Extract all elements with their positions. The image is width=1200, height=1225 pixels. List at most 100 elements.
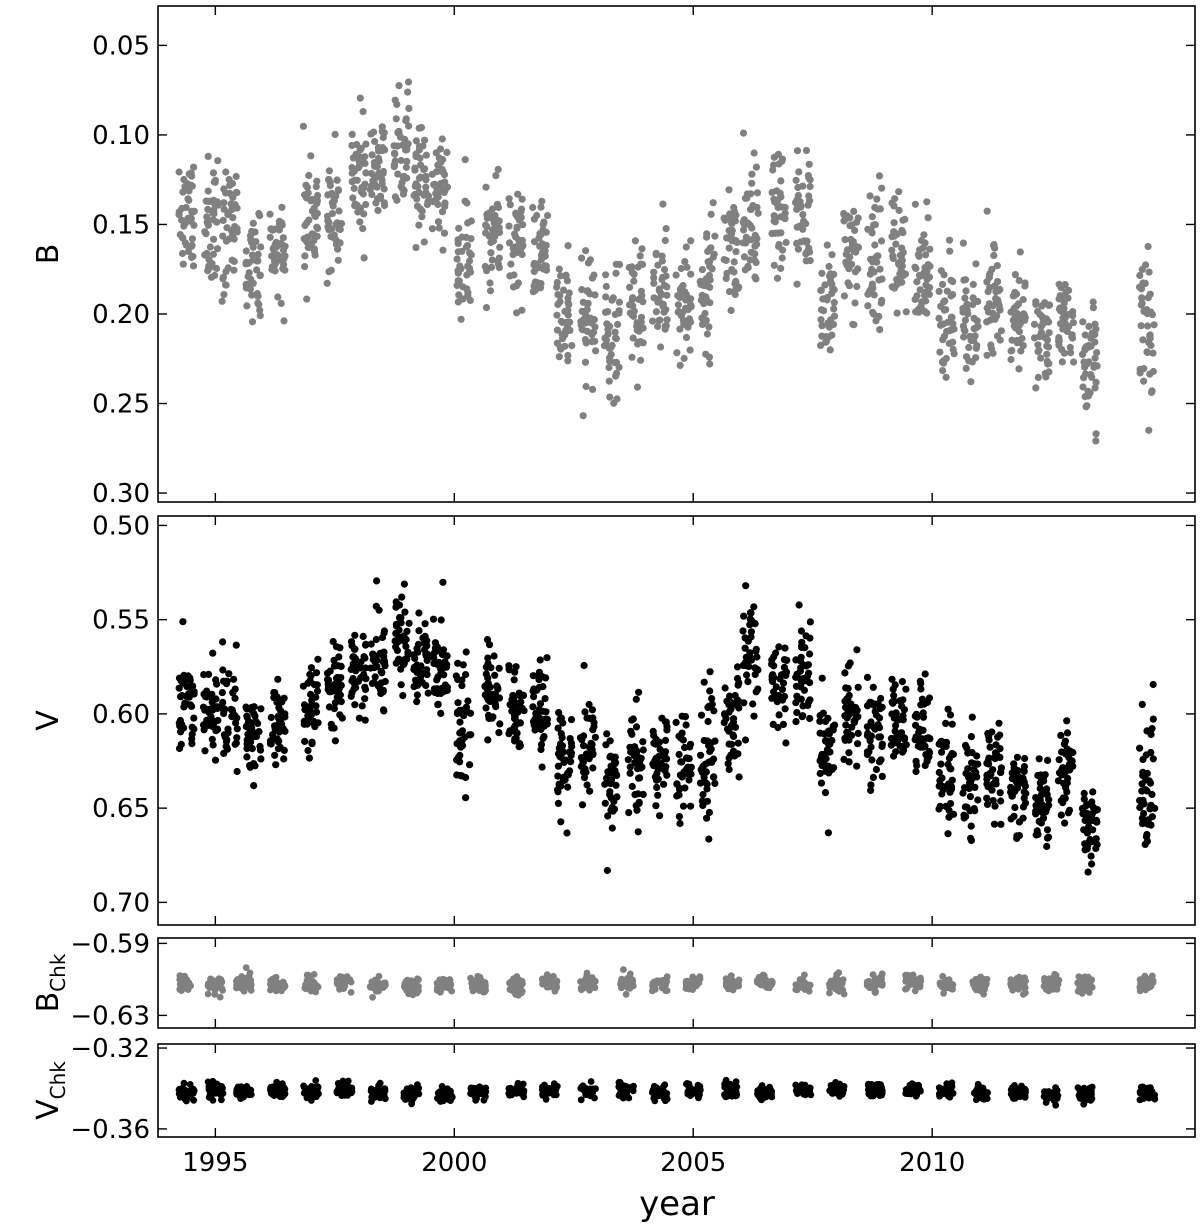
y-tick-label: 0.20 [92, 300, 150, 330]
data-point [445, 977, 453, 984]
data-point [797, 664, 805, 672]
data-point [703, 233, 711, 241]
data-point [1147, 730, 1155, 739]
data-point [348, 141, 356, 150]
data-point [744, 678, 752, 686]
data-point [721, 1080, 728, 1088]
data-point [751, 664, 759, 672]
data-point [324, 217, 332, 225]
data-point [706, 687, 714, 695]
data-point [556, 292, 564, 300]
data-point [902, 985, 909, 993]
data-point [620, 966, 627, 973]
data-point [350, 685, 358, 693]
data-point [1058, 346, 1066, 354]
data-point [1085, 358, 1093, 366]
data-point [177, 728, 185, 736]
data-point [800, 686, 809, 694]
data-point [636, 252, 644, 260]
data-point [826, 989, 833, 997]
data-point [311, 1086, 318, 1094]
data-point [220, 291, 228, 299]
data-point [935, 287, 943, 295]
data-point [1065, 286, 1073, 294]
data-point [871, 241, 879, 249]
data-point [361, 716, 369, 724]
data-point [709, 253, 717, 261]
data-point [672, 271, 680, 279]
data-point [803, 248, 811, 256]
data-point [1015, 328, 1024, 336]
data-point [1084, 801, 1092, 809]
data-point [588, 982, 595, 990]
data-point [486, 279, 494, 287]
series-BChk [176, 964, 1157, 1001]
data-point [1138, 294, 1146, 302]
data-point [946, 800, 955, 808]
data-point [1081, 363, 1089, 371]
data-point [379, 686, 387, 694]
data-point [874, 721, 882, 729]
data-point [631, 237, 640, 245]
data-point [1144, 820, 1152, 828]
data-point [458, 682, 466, 690]
data-point [201, 747, 209, 755]
data-point [971, 783, 979, 792]
data-point [919, 709, 927, 717]
data-point [209, 649, 217, 657]
data-point [768, 977, 776, 985]
data-point [915, 728, 923, 737]
data-point [818, 322, 826, 330]
data-point [250, 782, 258, 790]
data-point [1143, 837, 1151, 845]
y-tick-label: 0.55 [92, 606, 150, 636]
data-point [539, 707, 547, 715]
data-point [486, 287, 495, 295]
data-point [204, 990, 212, 998]
data-point [728, 701, 737, 709]
data-point [516, 247, 524, 255]
data-point [393, 100, 401, 108]
data-point [624, 756, 632, 764]
data-point [996, 336, 1004, 344]
data-point [687, 302, 695, 310]
data-point [727, 972, 735, 979]
data-point [672, 718, 680, 727]
y-tick-label: −0.63 [70, 1001, 150, 1031]
data-point [703, 785, 711, 793]
data-point [1009, 769, 1017, 777]
data-point [415, 124, 423, 132]
data-point [1032, 384, 1040, 392]
data-point [405, 104, 413, 112]
data-point [413, 202, 422, 210]
data-point [580, 661, 588, 670]
data-point [178, 249, 187, 258]
data-point [793, 223, 801, 231]
data-point [589, 385, 597, 393]
data-point [456, 262, 464, 270]
data-point [782, 238, 790, 247]
data-point [797, 627, 806, 635]
data-point [633, 383, 642, 391]
data-point [607, 794, 615, 802]
data-point [679, 308, 687, 317]
data-point [313, 681, 321, 689]
data-point [774, 150, 783, 158]
data-point [626, 283, 634, 291]
data-point [1144, 242, 1152, 251]
data-point [778, 254, 786, 262]
data-point [973, 752, 981, 760]
data-point [679, 736, 687, 744]
data-point [312, 183, 320, 191]
data-point [913, 278, 921, 286]
data-point [961, 316, 970, 324]
data-point [213, 218, 221, 226]
data-point [208, 735, 216, 743]
data-point [591, 733, 600, 741]
data-point [1140, 809, 1148, 818]
data-point [682, 296, 690, 304]
data-point [891, 727, 899, 735]
data-point [983, 351, 991, 359]
data-point [325, 226, 333, 234]
data-point [281, 982, 289, 989]
